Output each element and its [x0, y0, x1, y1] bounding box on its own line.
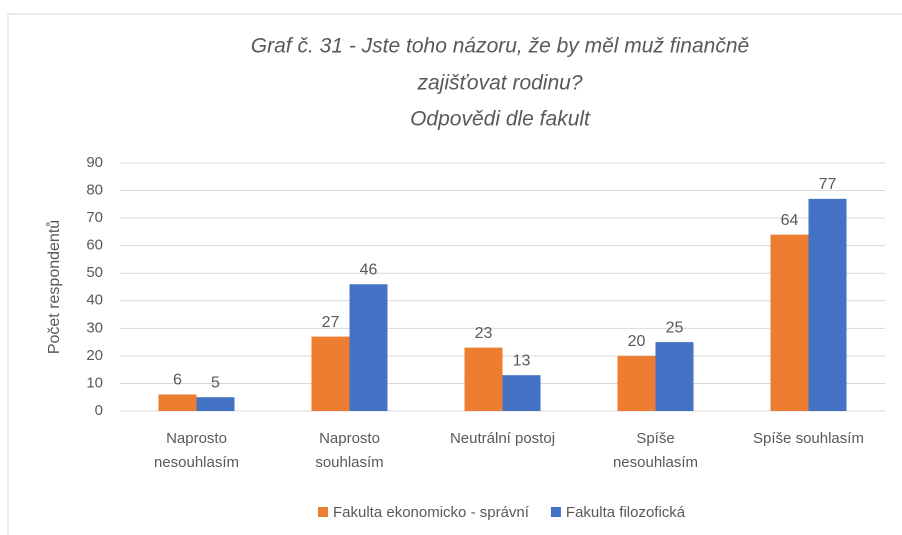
data-label: 6 — [173, 372, 182, 389]
data-label: 23 — [475, 325, 493, 342]
bar — [770, 234, 809, 411]
y-tick-label: 50 — [86, 264, 103, 281]
bar — [617, 355, 656, 411]
legend-swatch — [318, 507, 328, 517]
x-tick-label: Spíše — [636, 430, 674, 447]
bar — [158, 394, 197, 411]
y-axis-label: Počet respondentů — [45, 220, 63, 354]
data-label: 5 — [211, 374, 220, 391]
x-tick-label: Naprosto — [319, 430, 380, 447]
y-tick-label: 40 — [86, 292, 103, 309]
y-tick-label: 70 — [86, 209, 103, 226]
bar — [502, 375, 541, 411]
data-label: 46 — [360, 261, 378, 278]
y-tick-label: 30 — [86, 319, 103, 336]
data-label: 13 — [513, 352, 531, 369]
x-tick-label: nesouhlasím — [613, 454, 698, 471]
data-label: 77 — [819, 176, 837, 193]
y-tick-label: 0 — [95, 402, 103, 419]
data-label: 27 — [322, 314, 340, 331]
x-tick-label: Naprosto — [166, 430, 227, 447]
y-tick-label: 10 — [86, 374, 103, 391]
y-tick-label: 80 — [86, 182, 103, 199]
chart-border — [7, 13, 902, 535]
chart-title: zajišťovat rodinu? — [416, 72, 582, 95]
legend-label: Fakulta filozofická — [566, 504, 686, 521]
bar — [196, 397, 235, 411]
legend-swatch — [550, 507, 561, 517]
x-tick-label: souhlasím — [315, 454, 383, 471]
x-tick-label: Spíše souhlasím — [753, 430, 864, 447]
bar — [808, 198, 847, 411]
data-label: 20 — [628, 333, 646, 350]
x-tick-label: nesouhlasím — [154, 454, 239, 471]
bar — [464, 347, 503, 411]
bar — [655, 342, 694, 411]
data-label: 25 — [666, 319, 684, 336]
bar — [311, 336, 350, 411]
data-label: 64 — [781, 212, 799, 229]
y-tick-label: 90 — [86, 154, 103, 171]
chart-title: Graf č. 31 - Jste toho názoru, že by měl… — [251, 35, 749, 58]
y-tick-label: 60 — [86, 237, 103, 254]
chart-title: Odpovědi dle fakult — [410, 108, 591, 131]
bar — [349, 284, 388, 411]
legend-label: Fakulta ekonomicko - správní — [333, 504, 530, 521]
x-tick-label: Neutrální postoj — [450, 430, 555, 447]
y-tick-label: 20 — [86, 347, 103, 364]
